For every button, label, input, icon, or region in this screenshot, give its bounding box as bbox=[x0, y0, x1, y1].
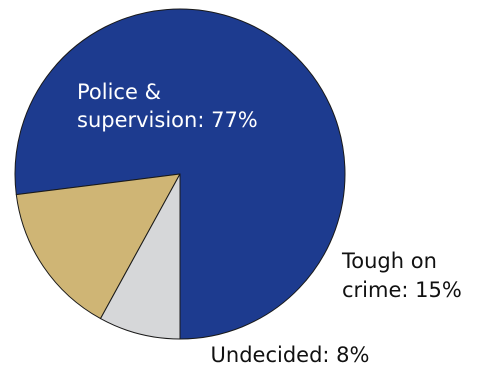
slice-label-undecided: Undecided: 8% bbox=[211, 343, 370, 367]
slice-labels: Police & supervision: 77% Tough on crime: 1… bbox=[77, 80, 462, 367]
pie-slices bbox=[14, 8, 346, 340]
pie-slice-undecided bbox=[100, 173, 181, 340]
slice-label-line: Police & bbox=[77, 80, 161, 104]
slice-label-line: supervision: 77% bbox=[77, 108, 258, 132]
slice-label-police-supervision: Police & supervision: 77% bbox=[77, 80, 258, 132]
pie-slice-police-supervision bbox=[14, 8, 346, 340]
slice-label-line: Undecided: 8% bbox=[211, 343, 370, 367]
pie-slice-tough-on-crime bbox=[15, 173, 181, 320]
slice-label-tough-on-crime: Tough on crime: 15% bbox=[341, 249, 462, 302]
slice-label-line: Tough on bbox=[341, 249, 437, 273]
slice-label-line: crime: 15% bbox=[342, 278, 462, 302]
